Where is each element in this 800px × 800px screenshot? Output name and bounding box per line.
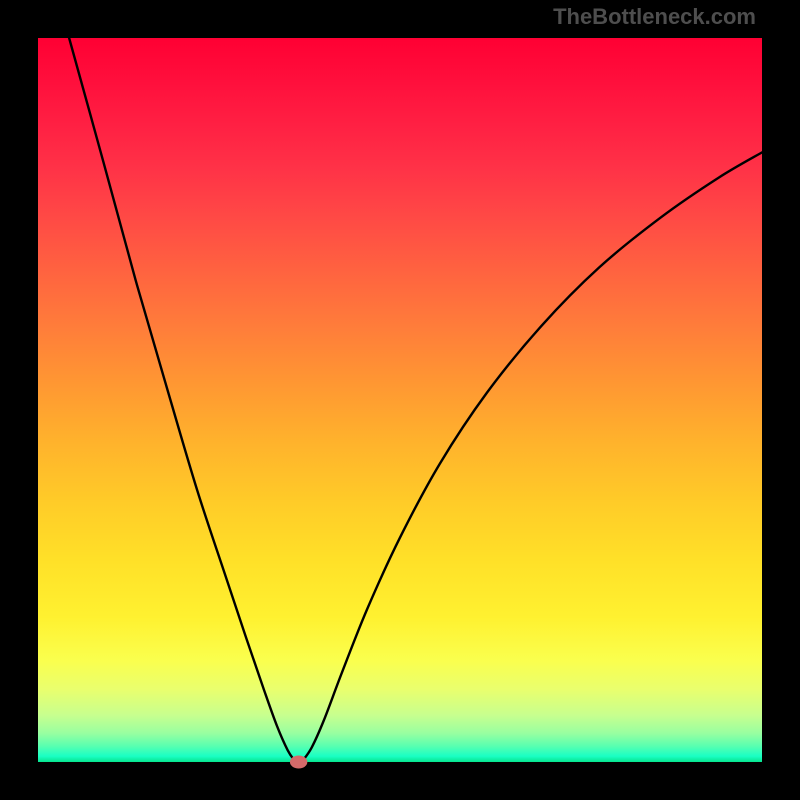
curve-layer (38, 38, 762, 762)
trough-marker (290, 755, 307, 768)
watermark-text: TheBottleneck.com (553, 4, 756, 30)
chart-root: TheBottleneck.com (0, 0, 800, 800)
curve-right-branch (302, 152, 762, 761)
curve-left-branch (69, 38, 295, 761)
